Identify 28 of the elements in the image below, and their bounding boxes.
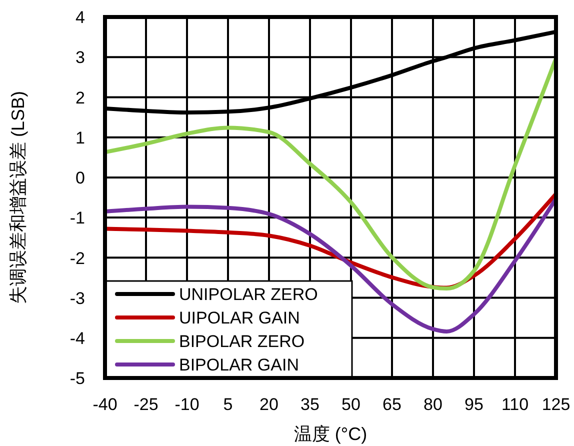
y-tick-label: 3 bbox=[76, 48, 85, 68]
y-tick-label: 4 bbox=[76, 8, 85, 28]
legend-label: BIPOLAR GAIN bbox=[179, 356, 299, 375]
y-tick-label: -1 bbox=[70, 208, 85, 228]
x-tick-label: 95 bbox=[464, 395, 484, 414]
x-tick-label: 5 bbox=[223, 395, 233, 414]
y-tick-label: 1 bbox=[76, 128, 85, 148]
y-tick-label: 2 bbox=[76, 88, 85, 108]
legend-label: UIPOLAR GAIN bbox=[179, 308, 300, 328]
x-tick-label: 80 bbox=[424, 395, 442, 414]
x-tick-label: 65 bbox=[382, 395, 402, 414]
x-tick-label: 50 bbox=[342, 395, 360, 414]
x-tick-label: 125 bbox=[542, 395, 570, 414]
y-tick-label: -3 bbox=[70, 288, 85, 308]
y-tick-label: -5 bbox=[70, 369, 85, 388]
y-tick-label: -2 bbox=[70, 248, 85, 268]
x-axis-title: 温度 (°C) bbox=[294, 424, 368, 444]
y-tick-label: 0 bbox=[76, 168, 85, 188]
y-axis-title: 失调误差和增益误差 (LSB) bbox=[8, 90, 28, 304]
x-tick-label: 35 bbox=[300, 395, 320, 414]
x-tick-label: -25 bbox=[134, 395, 158, 414]
legend-label: BIPOLAR ZERO bbox=[179, 332, 305, 352]
x-tick-label: 20 bbox=[260, 395, 278, 414]
x-tick-label: 110 bbox=[501, 395, 529, 414]
legend-label: UNIPOLAR ZERO bbox=[179, 285, 318, 304]
y-tick-label: -4 bbox=[70, 329, 85, 348]
x-tick-label: -10 bbox=[174, 395, 200, 414]
x-tick-label: -40 bbox=[92, 395, 118, 414]
